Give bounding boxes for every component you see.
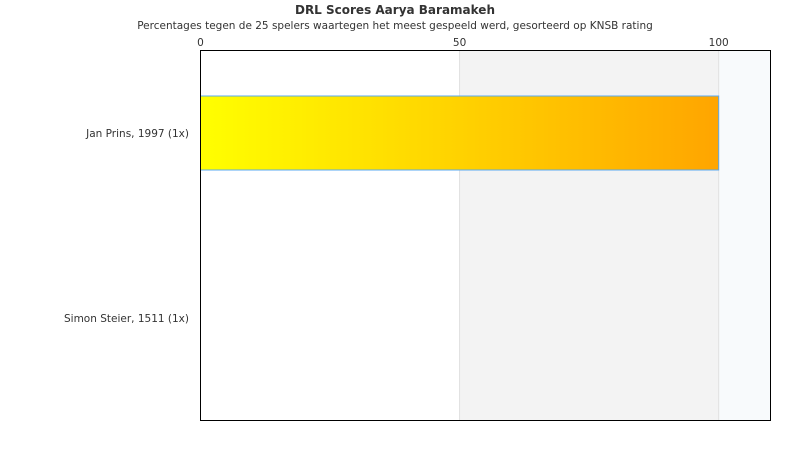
plot-border bbox=[200, 50, 771, 421]
category-label: Simon Steier, 1511 (1x) bbox=[64, 313, 189, 325]
chart-title: DRL Scores Aarya Baramakeh bbox=[294, 3, 495, 17]
x-tick-label: 100 bbox=[709, 37, 729, 49]
category-label: Jan Prins, 1997 (1x) bbox=[85, 128, 189, 140]
x-tick-label: 50 bbox=[453, 37, 466, 49]
chart-subtitle: Percentages tegen de 25 spelers waartege… bbox=[137, 20, 653, 32]
bar bbox=[200, 95, 720, 171]
x-tick-label: 0 bbox=[197, 37, 204, 49]
plot-band bbox=[718, 50, 771, 421]
